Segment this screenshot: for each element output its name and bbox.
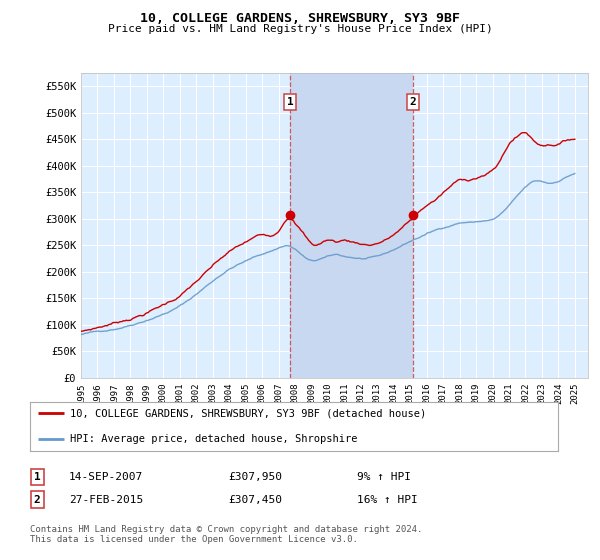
Text: 2: 2 (34, 494, 41, 505)
Text: 10, COLLEGE GARDENS, SHREWSBURY, SY3 9BF (detached house): 10, COLLEGE GARDENS, SHREWSBURY, SY3 9BF… (70, 408, 426, 418)
Text: 1: 1 (287, 97, 293, 107)
Text: Price paid vs. HM Land Registry's House Price Index (HPI): Price paid vs. HM Land Registry's House … (107, 24, 493, 34)
Text: HPI: Average price, detached house, Shropshire: HPI: Average price, detached house, Shro… (70, 434, 357, 444)
Text: 10, COLLEGE GARDENS, SHREWSBURY, SY3 9BF: 10, COLLEGE GARDENS, SHREWSBURY, SY3 9BF (140, 12, 460, 25)
Bar (290, 73, 413, 378)
Text: £307,450: £307,450 (228, 494, 282, 505)
Text: £307,950: £307,950 (228, 472, 282, 482)
Text: 2: 2 (409, 97, 416, 107)
Text: 27-FEB-2015: 27-FEB-2015 (69, 494, 143, 505)
Text: 14-SEP-2007: 14-SEP-2007 (69, 472, 143, 482)
Text: 1: 1 (34, 472, 41, 482)
Text: Contains HM Land Registry data © Crown copyright and database right 2024.
This d: Contains HM Land Registry data © Crown c… (30, 525, 422, 544)
Text: 16% ↑ HPI: 16% ↑ HPI (357, 494, 418, 505)
Text: 9% ↑ HPI: 9% ↑ HPI (357, 472, 411, 482)
